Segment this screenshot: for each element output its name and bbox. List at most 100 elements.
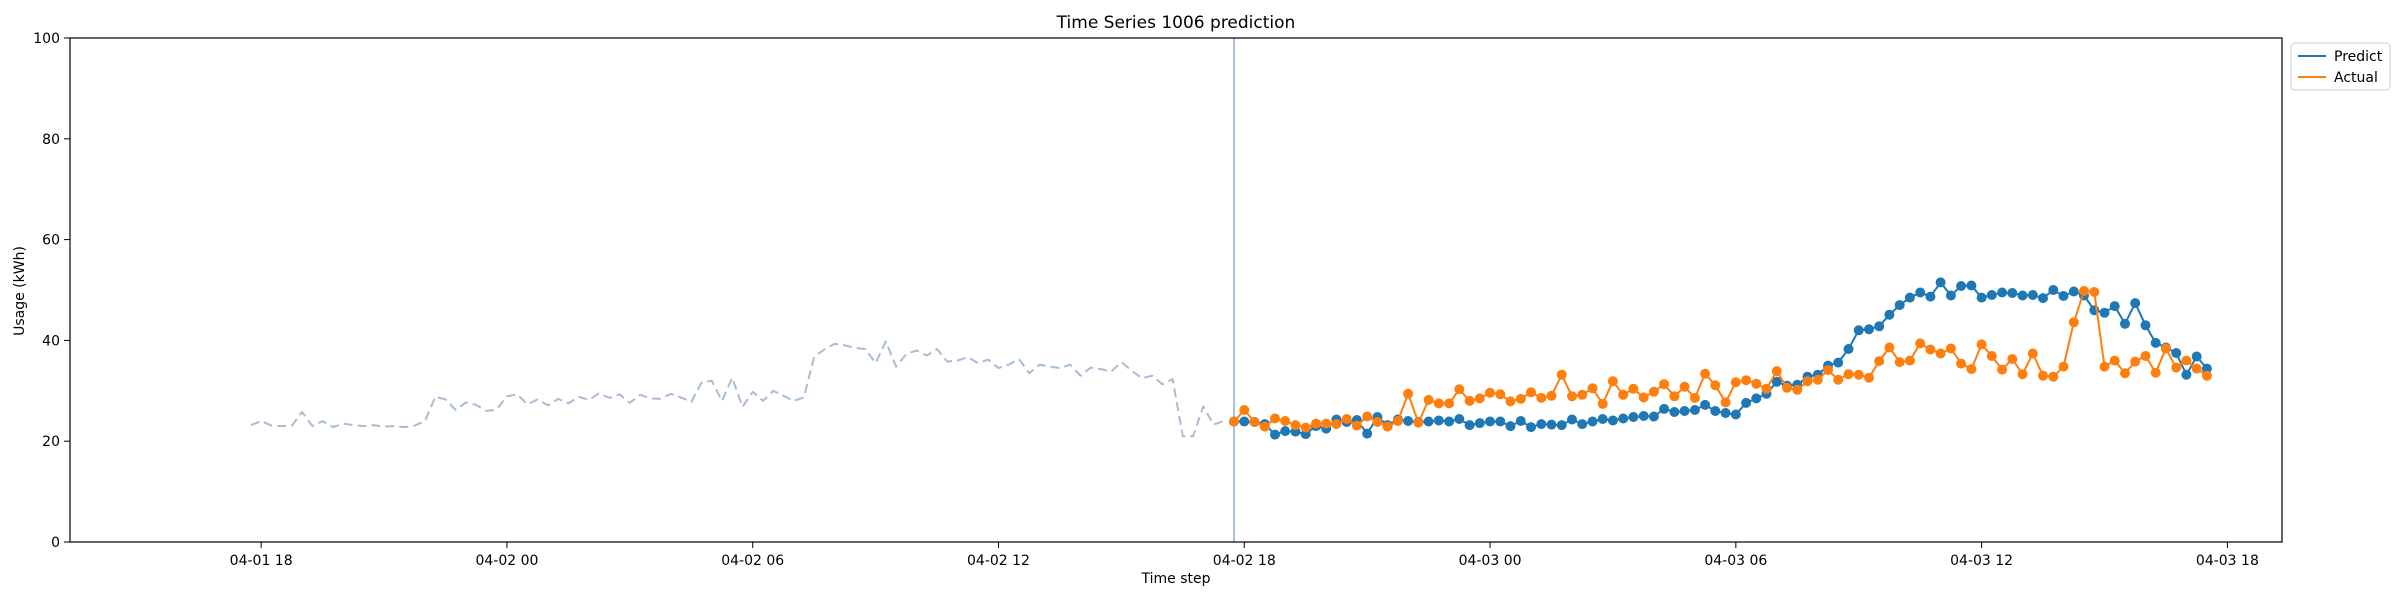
data-point-actual bbox=[1526, 387, 1536, 398]
data-point-predict bbox=[1597, 414, 1608, 424]
data-point-actual bbox=[1648, 386, 1659, 397]
data-point-actual bbox=[1853, 369, 1864, 380]
data-point-actual bbox=[1270, 413, 1280, 424]
data-point-predict bbox=[1894, 300, 1905, 311]
data-point-actual bbox=[2089, 287, 2100, 297]
x-axis-label: Time step bbox=[1141, 571, 1211, 587]
data-point-actual bbox=[1751, 378, 1762, 389]
data-point-predict bbox=[1567, 414, 1577, 425]
data-point-actual bbox=[1812, 374, 1823, 385]
data-point-predict bbox=[2017, 290, 2028, 301]
data-point-actual bbox=[1515, 393, 1526, 404]
data-point-actual bbox=[2130, 356, 2141, 367]
data-point-predict bbox=[1638, 411, 1649, 421]
data-point-predict bbox=[1659, 403, 1670, 414]
data-point-actual bbox=[1956, 358, 1967, 369]
data-point-actual bbox=[2027, 348, 2038, 359]
data-point-actual bbox=[2079, 286, 2089, 296]
data-point-actual bbox=[1567, 391, 1577, 402]
data-point-actual bbox=[1761, 383, 1772, 394]
x-tick-label: 04-02 06 bbox=[721, 553, 784, 569]
data-point-predict bbox=[1771, 376, 1782, 387]
data-point-predict bbox=[2171, 348, 2182, 358]
data-point-actual bbox=[1659, 379, 1670, 390]
data-point-predict bbox=[1689, 405, 1700, 415]
data-point-actual bbox=[1710, 380, 1721, 391]
data-point-predict bbox=[1495, 416, 1506, 427]
data-point-predict bbox=[1915, 287, 1926, 298]
data-point-actual bbox=[1239, 405, 1250, 415]
data-point-predict bbox=[1730, 409, 1741, 420]
data-point-predict bbox=[1669, 407, 1680, 417]
data-point-actual bbox=[1689, 392, 1700, 403]
data-point-predict bbox=[1485, 416, 1495, 427]
data-point-actual bbox=[1413, 417, 1424, 428]
y-axis-label: Usage (kWh) bbox=[12, 246, 28, 336]
data-point-actual bbox=[1915, 338, 1926, 349]
forecast-series bbox=[1229, 277, 2212, 440]
data-point-actual bbox=[2048, 371, 2059, 382]
x-tick-label: 04-02 18 bbox=[1213, 553, 1276, 569]
data-point-actual bbox=[1536, 392, 1547, 403]
x-tick-label: 04-03 00 bbox=[1459, 553, 1522, 569]
data-point-actual bbox=[2181, 355, 2192, 366]
data-point-actual bbox=[2171, 362, 2182, 373]
data-point-actual bbox=[1638, 392, 1649, 403]
y-tick-label: 60 bbox=[42, 233, 60, 249]
data-point-actual bbox=[1382, 421, 1393, 432]
data-point-actual bbox=[1433, 398, 1444, 409]
data-point-actual bbox=[1904, 355, 1915, 366]
data-point-predict bbox=[1956, 281, 1967, 291]
data-point-predict bbox=[2150, 337, 2161, 348]
data-point-predict bbox=[2038, 293, 2048, 304]
data-point-actual bbox=[1392, 416, 1403, 426]
data-point-predict bbox=[2058, 291, 2069, 301]
y-tick-label: 80 bbox=[42, 132, 60, 148]
data-point-predict bbox=[1935, 277, 1946, 288]
data-point-predict bbox=[2068, 286, 2079, 297]
x-tick-label: 04-03 18 bbox=[2196, 553, 2259, 569]
data-point-predict bbox=[1679, 406, 1690, 416]
data-point-predict bbox=[1904, 292, 1915, 303]
data-point-actual bbox=[1464, 395, 1475, 406]
data-point-predict bbox=[1833, 357, 1844, 368]
y-tick-label: 0 bbox=[51, 535, 60, 551]
legend: Predict Actual bbox=[2290, 42, 2391, 91]
data-point-predict bbox=[1720, 408, 1731, 418]
data-point-predict bbox=[1976, 292, 1987, 303]
data-point-actual bbox=[1730, 377, 1741, 388]
data-point-predict bbox=[1864, 324, 1874, 335]
data-point-actual bbox=[1741, 375, 1752, 386]
data-point-actual bbox=[2140, 351, 2151, 361]
series-predict bbox=[1229, 277, 2212, 440]
data-point-actual bbox=[1229, 416, 1239, 427]
data-point-predict bbox=[1648, 411, 1659, 422]
data-point-actual bbox=[1351, 420, 1362, 431]
data-point-predict bbox=[1628, 412, 1639, 422]
data-point-predict bbox=[1280, 426, 1291, 437]
data-point-actual bbox=[1341, 414, 1352, 424]
data-point-actual bbox=[1331, 419, 1342, 430]
x-tick-label: 04-03 06 bbox=[1704, 553, 1767, 569]
x-tick-label: 04-02 00 bbox=[475, 553, 538, 569]
data-point-predict bbox=[1607, 415, 1618, 426]
data-point-actual bbox=[1976, 339, 1987, 350]
data-point-predict bbox=[1884, 309, 1895, 320]
data-point-predict bbox=[2130, 298, 2141, 309]
data-point-predict bbox=[1515, 416, 1526, 426]
data-point-actual bbox=[1290, 420, 1301, 431]
data-point-actual bbox=[1833, 374, 1844, 385]
legend-frame bbox=[2290, 42, 2391, 91]
data-point-actual bbox=[1782, 382, 1792, 393]
data-point-actual bbox=[1884, 342, 1895, 353]
data-point-actual bbox=[1495, 389, 1506, 400]
series-line-predict bbox=[1234, 281, 2208, 436]
data-point-predict bbox=[2099, 307, 2110, 318]
data-point-predict bbox=[1710, 406, 1721, 416]
data-point-predict bbox=[2201, 363, 2212, 374]
data-point-predict bbox=[1587, 416, 1598, 427]
data-point-actual bbox=[1945, 343, 1956, 354]
data-point-actual bbox=[2058, 361, 2069, 372]
data-point-actual bbox=[1280, 416, 1291, 426]
data-point-predict bbox=[1700, 399, 1711, 410]
